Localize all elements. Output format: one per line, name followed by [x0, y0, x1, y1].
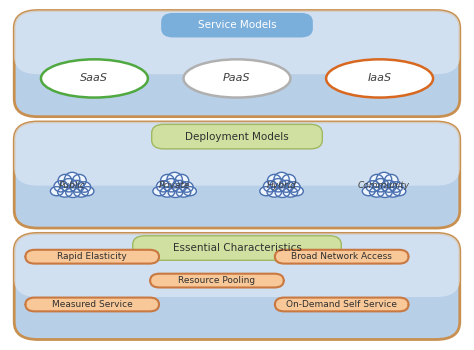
- Ellipse shape: [376, 172, 392, 186]
- Ellipse shape: [153, 187, 166, 196]
- Ellipse shape: [183, 187, 196, 196]
- Ellipse shape: [73, 174, 86, 187]
- Ellipse shape: [267, 187, 282, 197]
- Ellipse shape: [279, 180, 293, 192]
- Text: IaaS: IaaS: [367, 74, 392, 83]
- Ellipse shape: [160, 187, 174, 197]
- Text: On-Demand Self Service: On-Demand Self Service: [286, 300, 397, 309]
- Ellipse shape: [167, 172, 182, 186]
- Ellipse shape: [326, 60, 433, 98]
- Ellipse shape: [64, 172, 80, 186]
- Ellipse shape: [274, 172, 289, 186]
- Ellipse shape: [382, 180, 396, 192]
- Text: Community: Community: [358, 181, 410, 190]
- Ellipse shape: [270, 178, 286, 192]
- FancyBboxPatch shape: [275, 298, 409, 312]
- Ellipse shape: [175, 174, 189, 187]
- FancyBboxPatch shape: [14, 122, 460, 186]
- Text: PaaS: PaaS: [223, 74, 251, 83]
- Ellipse shape: [370, 187, 384, 197]
- Ellipse shape: [384, 174, 398, 187]
- Ellipse shape: [164, 178, 180, 192]
- Ellipse shape: [287, 182, 300, 192]
- Ellipse shape: [260, 187, 273, 196]
- Text: SaaS: SaaS: [81, 74, 109, 83]
- Ellipse shape: [54, 181, 68, 192]
- Ellipse shape: [390, 182, 402, 192]
- Ellipse shape: [168, 188, 182, 197]
- Ellipse shape: [183, 60, 291, 98]
- FancyBboxPatch shape: [161, 13, 313, 37]
- FancyBboxPatch shape: [150, 274, 284, 287]
- Ellipse shape: [180, 182, 193, 192]
- FancyBboxPatch shape: [152, 124, 322, 149]
- FancyBboxPatch shape: [14, 233, 460, 340]
- Text: Broad Network Access: Broad Network Access: [291, 252, 392, 261]
- FancyBboxPatch shape: [25, 250, 159, 264]
- Ellipse shape: [283, 187, 298, 197]
- Ellipse shape: [41, 60, 148, 98]
- FancyBboxPatch shape: [14, 10, 460, 74]
- Text: Hybrid: Hybrid: [266, 181, 297, 190]
- FancyBboxPatch shape: [275, 250, 409, 264]
- FancyBboxPatch shape: [25, 298, 159, 312]
- Text: Essential Characteristics: Essential Characteristics: [173, 243, 301, 253]
- Ellipse shape: [366, 181, 380, 192]
- FancyBboxPatch shape: [14, 233, 460, 297]
- Text: Deployment Models: Deployment Models: [185, 132, 289, 142]
- Ellipse shape: [393, 187, 406, 196]
- Ellipse shape: [386, 187, 400, 197]
- Ellipse shape: [78, 182, 91, 192]
- Ellipse shape: [267, 174, 281, 187]
- Ellipse shape: [282, 174, 296, 187]
- FancyBboxPatch shape: [14, 10, 460, 117]
- Ellipse shape: [172, 180, 187, 192]
- Ellipse shape: [81, 187, 94, 196]
- FancyBboxPatch shape: [14, 122, 460, 228]
- Ellipse shape: [70, 180, 84, 192]
- Ellipse shape: [156, 181, 170, 192]
- Text: Public: Public: [59, 181, 86, 190]
- Ellipse shape: [264, 181, 277, 192]
- Ellipse shape: [176, 187, 191, 197]
- Ellipse shape: [61, 178, 77, 192]
- Text: Resource Pooling: Resource Pooling: [178, 276, 255, 285]
- Ellipse shape: [50, 187, 64, 196]
- Ellipse shape: [373, 178, 389, 192]
- Ellipse shape: [74, 187, 88, 197]
- Text: Rapid Elasticity: Rapid Elasticity: [57, 252, 127, 261]
- Text: Service Models: Service Models: [198, 20, 276, 30]
- Ellipse shape: [370, 174, 383, 187]
- Text: Measured Service: Measured Service: [52, 300, 133, 309]
- Ellipse shape: [58, 174, 72, 187]
- FancyBboxPatch shape: [133, 236, 341, 260]
- Ellipse shape: [362, 187, 375, 196]
- Ellipse shape: [58, 187, 72, 197]
- Text: Private: Private: [159, 181, 191, 190]
- Ellipse shape: [378, 188, 392, 197]
- Ellipse shape: [275, 188, 290, 197]
- Ellipse shape: [66, 188, 80, 197]
- Ellipse shape: [161, 174, 174, 187]
- Ellipse shape: [291, 187, 303, 196]
